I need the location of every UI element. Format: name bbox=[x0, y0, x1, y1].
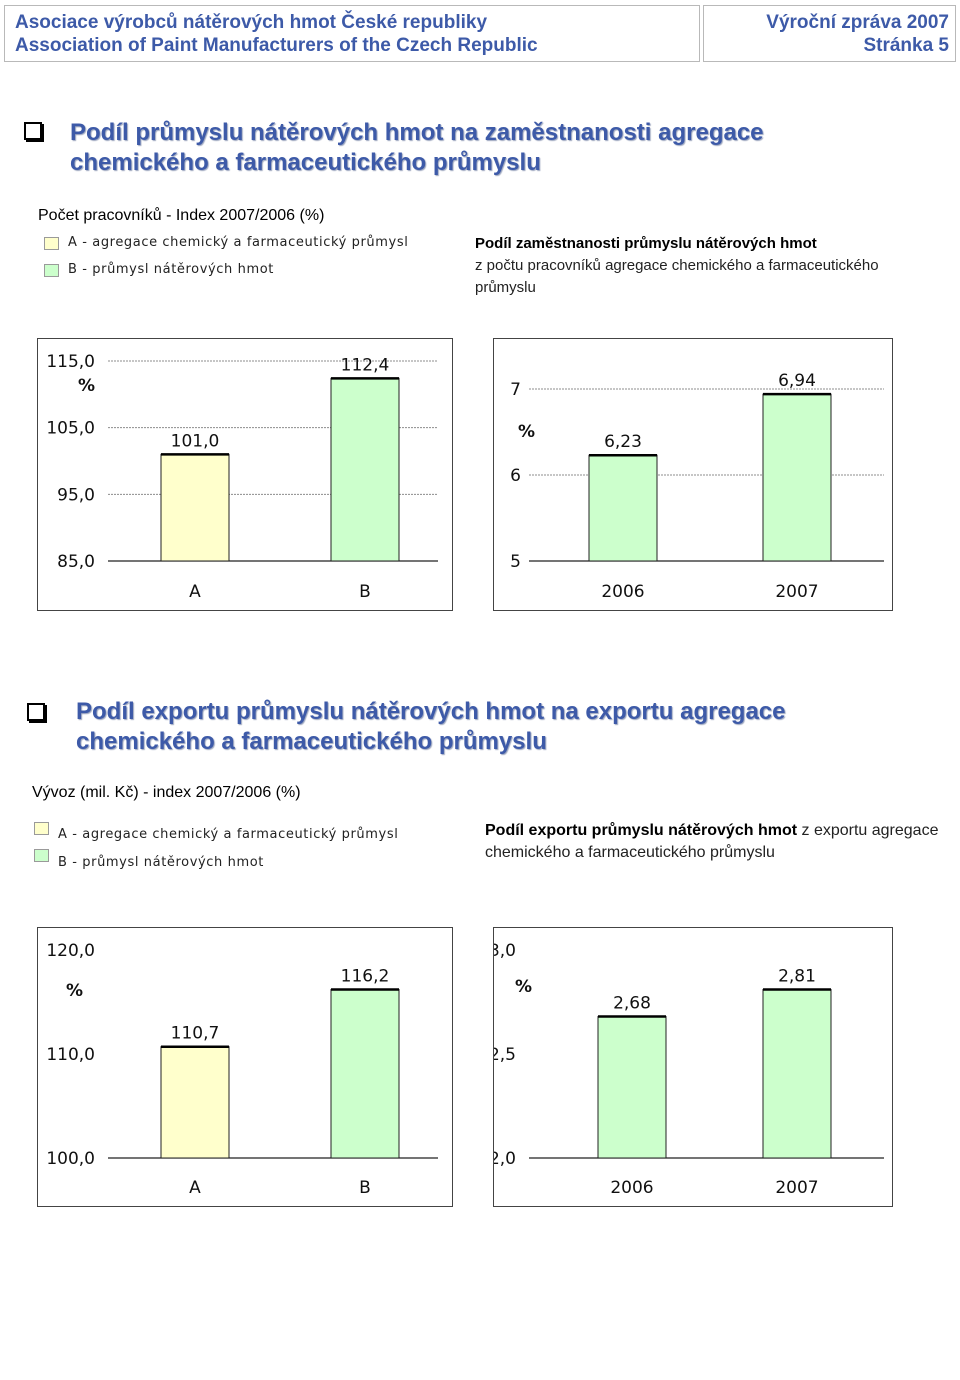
section1-legend-a: A - agregace chemický a farmaceutický pr… bbox=[68, 235, 409, 250]
y-tick-label: 7 bbox=[510, 380, 521, 400]
section2-note-text: z exportu agregace chemického a farmaceu… bbox=[485, 822, 939, 861]
section1-note: Podíl zaměstnanosti průmyslu nátěrových … bbox=[475, 233, 895, 299]
y-tick-label: 105,0 bbox=[46, 419, 95, 439]
bar-2006 bbox=[597, 1016, 667, 1159]
section1-subheading: Počet pracovníků - Index 2007/2006 (%) bbox=[38, 207, 325, 224]
unit-label: % bbox=[78, 376, 95, 396]
unit-label: % bbox=[518, 422, 535, 442]
section2-title-line1: Podíl exportu průmyslu nátěrových hmot n… bbox=[76, 698, 786, 725]
y-tick-label: 5 bbox=[510, 552, 521, 572]
x-category-label: 2007 bbox=[775, 1178, 818, 1198]
section1-title: Podíl průmyslu nátěrových hmot na zaměst… bbox=[70, 118, 764, 178]
section1-note-text: z počtu pracovníků agregace chemického a… bbox=[475, 257, 879, 296]
section2-subheading: Vývoz (mil. Kč) - index 2007/2006 (%) bbox=[32, 784, 301, 801]
organization-name-en: Association of Paint Manufacturers of th… bbox=[15, 35, 538, 56]
section1-checkbox-icon bbox=[24, 122, 42, 140]
page-number: Stránka 5 bbox=[863, 35, 949, 56]
chart-svg: 7 6 5% 6,23 2006 6,94 2007 bbox=[510, 371, 884, 602]
y-tick-label: 110,0 bbox=[46, 1045, 95, 1065]
header-right: Výroční zpráva 2007 Stránka 5 bbox=[703, 5, 956, 62]
chart-svg: 120,0 110,0 100,0% 110,7 A 116,2 B bbox=[46, 941, 438, 1198]
bar-2006 bbox=[588, 454, 658, 562]
section2-note: Podíl exportu průmyslu nátěrových hmot z… bbox=[485, 820, 940, 864]
report-title: Výroční zpráva 2007 bbox=[766, 12, 949, 33]
header-left: Asociace výrobců nátěrových hmot České r… bbox=[4, 5, 700, 62]
bar-A bbox=[160, 453, 230, 562]
y-tick-label: 120,0 bbox=[46, 941, 95, 961]
legend-swatch-b-2 bbox=[34, 849, 49, 862]
y-tick-label: 2,5 bbox=[494, 1045, 516, 1065]
data-label: 116,2 bbox=[341, 967, 390, 987]
bar-A bbox=[160, 1046, 230, 1159]
bar-B bbox=[330, 377, 400, 562]
section1-title-line1: Podíl průmyslu nátěrových hmot na zaměst… bbox=[70, 119, 764, 146]
bar-2007 bbox=[762, 393, 832, 562]
x-category-label: 2007 bbox=[775, 582, 818, 602]
x-category-label: B bbox=[359, 1178, 371, 1198]
bar-B bbox=[330, 989, 400, 1159]
unit-label: % bbox=[66, 981, 83, 1001]
section2-checkbox-icon bbox=[27, 703, 45, 721]
section1-title-line2: chemického a farmaceutického průmyslu bbox=[70, 149, 541, 176]
y-tick-label: 3,0 bbox=[494, 941, 516, 961]
legend-swatch-a-2 bbox=[34, 822, 49, 835]
section2-legend-a: A - agregace chemický a farmaceutický pr… bbox=[58, 827, 399, 842]
legend-swatch-b bbox=[44, 264, 59, 277]
data-label: 6,94 bbox=[778, 371, 816, 391]
x-category-label: B bbox=[359, 582, 371, 602]
x-category-label: 2006 bbox=[601, 582, 644, 602]
section1-note-bold: Podíl zaměstnanosti průmyslu nátěrových … bbox=[475, 235, 817, 252]
y-tick-label: 115,0 bbox=[46, 352, 95, 372]
chart-export-index: 120,0 110,0 100,0% 110,7 A 116,2 B bbox=[37, 927, 453, 1207]
section2-note-bold: Podíl exportu průmyslu nátěrových hmot bbox=[485, 822, 798, 839]
chart-svg: 3,0 2,5 2,0% 2,68 2006 2,81 2007 bbox=[494, 941, 884, 1198]
data-label: 112,4 bbox=[341, 355, 390, 375]
y-tick-label: 100,0 bbox=[46, 1149, 95, 1169]
y-tick-label: 2,0 bbox=[494, 1149, 516, 1169]
chart-svg: 115,0 105,0 95,0 85,0% 101,0 A 112,4 B bbox=[46, 352, 438, 602]
y-tick-label: 85,0 bbox=[57, 552, 95, 572]
organization-name-cz: Asociace výrobců nátěrových hmot České r… bbox=[15, 12, 488, 33]
section2-title-line2: chemického a farmaceutického průmyslu bbox=[76, 728, 547, 755]
section2-legend-b: B - průmysl nátěrových hmot bbox=[58, 855, 264, 870]
data-label: 6,23 bbox=[604, 432, 642, 452]
legend-swatch-a bbox=[44, 237, 59, 250]
unit-label: % bbox=[515, 977, 532, 997]
y-tick-label: 6 bbox=[510, 466, 521, 486]
chart-export-share: 3,0 2,5 2,0% 2,68 2006 2,81 2007 bbox=[493, 927, 893, 1207]
data-label: 110,7 bbox=[171, 1024, 220, 1044]
chart-employment-share: 7 6 5% 6,23 2006 6,94 2007 bbox=[493, 338, 893, 611]
x-category-label: 2006 bbox=[610, 1178, 653, 1198]
data-label: 101,0 bbox=[171, 431, 220, 451]
section2-title: Podíl exportu průmyslu nátěrových hmot n… bbox=[76, 697, 786, 757]
data-label: 2,81 bbox=[778, 967, 816, 987]
section1-legend-b: B - průmysl nátěrových hmot bbox=[68, 262, 274, 277]
chart-employment-index: 115,0 105,0 95,0 85,0% 101,0 A 112,4 B bbox=[37, 338, 453, 611]
data-label: 2,68 bbox=[613, 994, 651, 1014]
y-tick-label: 95,0 bbox=[57, 485, 95, 505]
x-category-label: A bbox=[189, 582, 201, 602]
x-category-label: A bbox=[189, 1178, 201, 1198]
bar-2007 bbox=[762, 989, 832, 1159]
